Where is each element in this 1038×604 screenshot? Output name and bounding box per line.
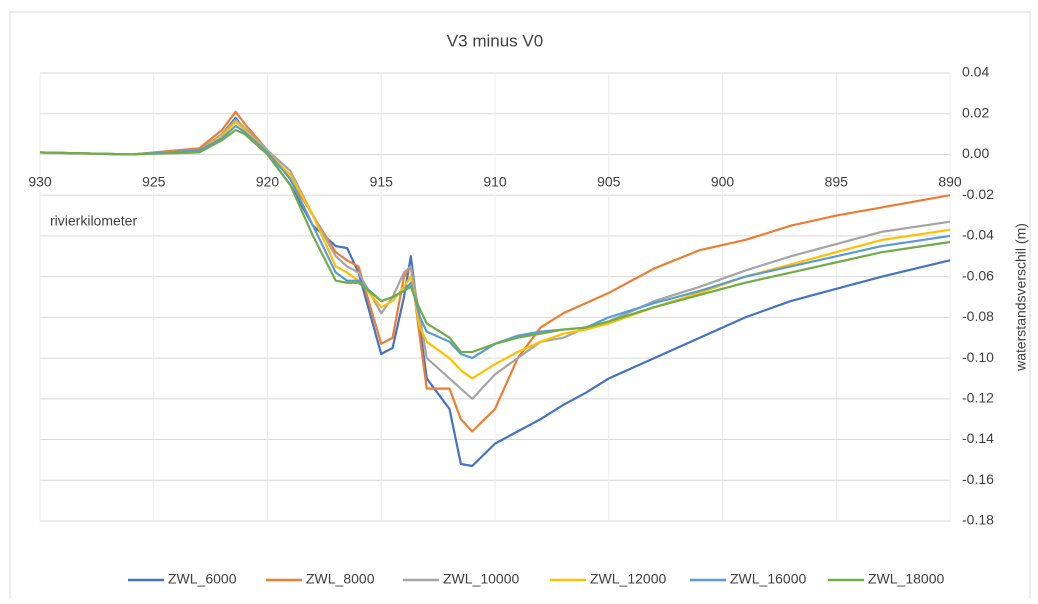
annotation: rivierkilometer [50, 213, 137, 229]
y-tick-label: -0.04 [962, 227, 994, 243]
y-tick-label: -0.18 [962, 512, 994, 528]
x-tick-label: 930 [28, 174, 52, 190]
y-tick-label: -0.06 [962, 267, 994, 283]
series-line [39, 128, 951, 354]
y-tick-label: 0.00 [962, 145, 989, 161]
y-tick-label: 0.02 [962, 104, 989, 120]
legend-label: ZWL_16000 [730, 571, 806, 587]
series-line [39, 118, 951, 400]
legend-label: ZWL_8000 [306, 571, 375, 587]
series-line [39, 124, 951, 360]
legend-label: ZWL_18000 [868, 571, 944, 587]
y-tick-label: -0.02 [962, 186, 994, 202]
x-tick-label: 905 [597, 174, 621, 190]
x-tick-label: 915 [370, 174, 394, 190]
series-line [39, 110, 951, 433]
x-tick-label: 890 [938, 174, 962, 190]
x-tick-label: 900 [711, 174, 735, 190]
chart-title: V3 minus V0 [447, 31, 543, 50]
legend-label: ZWL_6000 [168, 571, 237, 587]
x-tick-label: 920 [256, 174, 280, 190]
y-tick-label: -0.08 [962, 308, 994, 324]
x-tick-label: 895 [825, 174, 849, 190]
x-tick-label: 910 [483, 174, 507, 190]
chart-frame [9, 11, 1031, 603]
y-tick-label: -0.16 [962, 471, 994, 487]
legend-label: ZWL_10000 [443, 571, 519, 587]
legend-label: ZWL_12000 [590, 571, 666, 587]
y-axis-title: waterstandsverschil (m) [1013, 223, 1029, 372]
x-tick-label: 925 [142, 174, 166, 190]
y-tick-label: -0.10 [962, 349, 994, 365]
y-tick-label: -0.14 [962, 430, 994, 446]
y-tick-label: 0.04 [962, 64, 989, 80]
y-tick-label: -0.12 [962, 390, 994, 406]
